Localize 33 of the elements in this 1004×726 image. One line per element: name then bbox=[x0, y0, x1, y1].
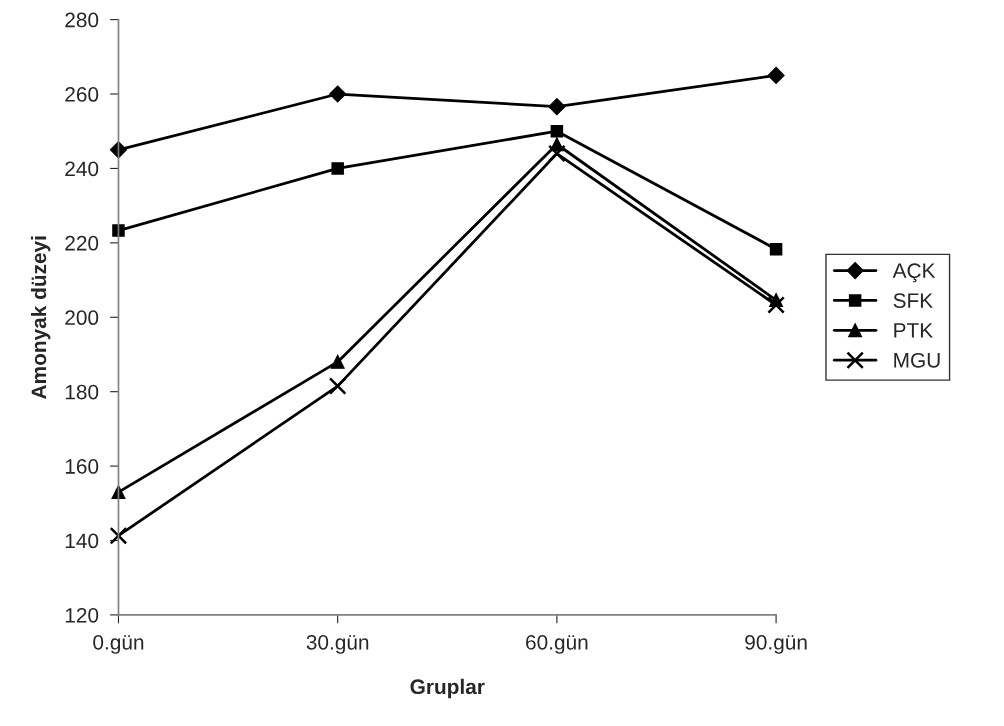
y-tick-label: 240 bbox=[65, 161, 99, 177]
point bbox=[112, 224, 125, 237]
point bbox=[767, 66, 785, 84]
legend-label: AÇK bbox=[892, 263, 936, 283]
point bbox=[548, 98, 566, 116]
y-tick-label: 280 bbox=[65, 12, 99, 28]
point bbox=[109, 141, 128, 159]
point bbox=[328, 377, 347, 395]
x-axis-title: Gruplar bbox=[410, 678, 485, 699]
point bbox=[109, 526, 128, 545]
y-tick-label: 180 bbox=[65, 384, 99, 400]
point bbox=[550, 124, 564, 138]
point bbox=[330, 354, 345, 369]
point bbox=[111, 485, 126, 500]
point bbox=[331, 162, 344, 175]
point bbox=[548, 144, 566, 163]
y-tick-label: 200 bbox=[65, 310, 99, 326]
x-tick-label: 0.gün bbox=[93, 634, 144, 654]
point bbox=[767, 296, 785, 314]
y-tick-label: 220 bbox=[65, 235, 99, 251]
x-tick-label: 30.gün bbox=[306, 634, 369, 654]
legend-label: SFK bbox=[893, 293, 933, 308]
y-axis-title: Amonyak düzeyi bbox=[30, 236, 51, 399]
point bbox=[329, 85, 347, 103]
point bbox=[769, 242, 783, 256]
x-tick-label: 60.gün bbox=[526, 634, 588, 654]
legend-label: PTK bbox=[894, 323, 933, 338]
x-tick-label: 90.gün bbox=[745, 634, 807, 654]
y-tick-label: 120 bbox=[65, 607, 99, 623]
y-tick-label: 260 bbox=[65, 87, 99, 102]
y-tick-label: 140 bbox=[65, 533, 99, 549]
y-tick-label: 160 bbox=[65, 459, 99, 474]
legend-label: MGU bbox=[894, 352, 940, 368]
